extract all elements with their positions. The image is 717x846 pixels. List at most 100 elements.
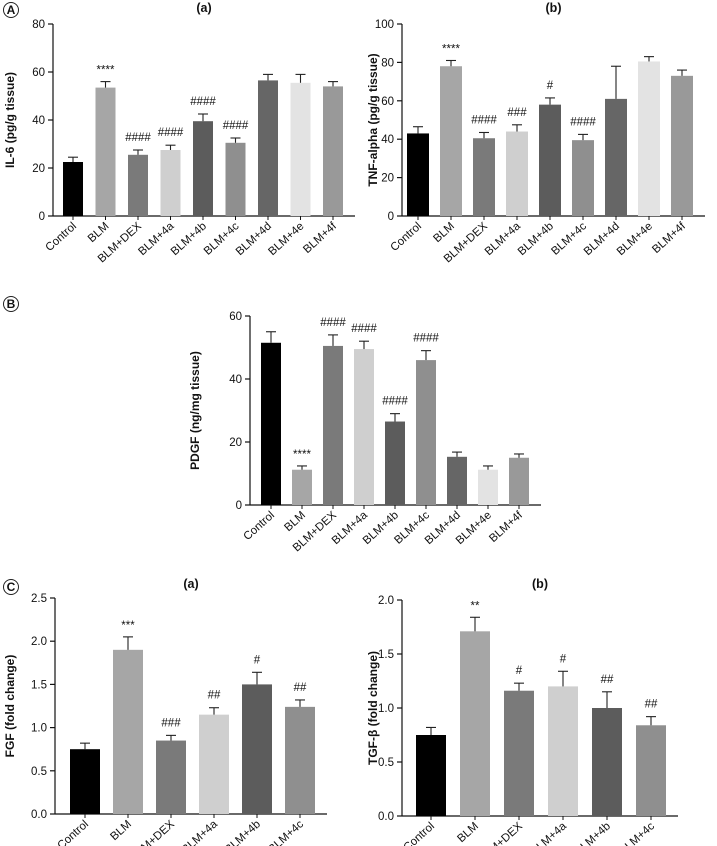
tnf-bar-blm-4a bbox=[506, 131, 528, 216]
pdgf-significance-label: #### bbox=[320, 317, 346, 329]
pdgf-category-label: BLM bbox=[282, 509, 308, 534]
tnf-y-tick-label: 20 bbox=[381, 173, 394, 185]
tgf-significance-label: # bbox=[516, 665, 523, 677]
tnf-category-label: BLM+4a bbox=[483, 220, 524, 258]
fgf-y-tick-label: 1.0 bbox=[31, 723, 47, 735]
pdgf-significance-label: #### bbox=[413, 333, 439, 345]
tgf-category-label: BLM+4c bbox=[617, 820, 657, 846]
fgf-category-label: BLM bbox=[108, 818, 134, 843]
fgf-y-tick-label: 1.5 bbox=[31, 679, 47, 691]
tgf-beta-chart: (b) TGF-β (fold change) 0.0 0.5 1.0 1.5 2.0 Con… bbox=[366, 577, 678, 846]
tgf-bar-blm-4a bbox=[548, 686, 578, 816]
pdgf-bar-blm-4e bbox=[478, 469, 498, 505]
tnf-bar-blm-dex bbox=[473, 138, 495, 216]
il6-significance-label: **** bbox=[97, 65, 115, 77]
tnf-bar-blm bbox=[440, 66, 462, 217]
fgf-chart: (a) FGF (fold change) 0.0 0.5 1.0 1.5 2.0 2.5 Co… bbox=[3, 577, 327, 846]
tnf-significance-label: #### bbox=[570, 116, 596, 128]
fgf-title: (a) bbox=[183, 577, 198, 591]
fgf-significance-label: ## bbox=[294, 682, 307, 694]
tgf-y-tick-label: 0.5 bbox=[378, 757, 394, 769]
fgf-significance-label: ## bbox=[208, 690, 221, 702]
il6-significance-label: #### bbox=[223, 120, 249, 132]
pdgf-bar-blm-4f bbox=[509, 457, 529, 505]
il6-bar-blm-4d bbox=[258, 80, 278, 217]
pdgf-y-tick-label: 20 bbox=[229, 437, 242, 449]
tnf-category-label: BLM+4b bbox=[516, 220, 556, 258]
tgf-bar-blm-4b bbox=[592, 708, 622, 816]
il6-category-label: BLM+4e bbox=[266, 220, 306, 258]
pdgf-bar-blm-4a bbox=[354, 349, 374, 505]
pdgf-significance-label: #### bbox=[382, 396, 408, 408]
pdgf-significance-label: #### bbox=[351, 323, 377, 335]
tnf-y-tick-label: 0 bbox=[388, 211, 394, 223]
tgf-bar-control bbox=[416, 735, 446, 816]
il6-bar-blm-4f bbox=[323, 86, 343, 217]
tgf-y-tick-label: 2.0 bbox=[378, 595, 394, 607]
tnf-y-tick-label: 80 bbox=[381, 57, 394, 69]
il6-bar-blm-4a bbox=[160, 150, 181, 216]
tgf-category-label: BLM+4b bbox=[573, 820, 613, 846]
fgf-y-axis-title: FGF (fold change) bbox=[3, 655, 17, 758]
fgf-bar-blm-4b bbox=[242, 684, 272, 814]
il6-y-tick-label: 0 bbox=[39, 211, 45, 223]
fgf-category-label: BLM+4c bbox=[266, 818, 306, 846]
pdgf-bar-blm-4b bbox=[385, 421, 405, 505]
il6-bar-blm-4c bbox=[225, 142, 246, 216]
il6-bar-blm-dex bbox=[128, 154, 148, 216]
tnf-category-label: BLM bbox=[431, 220, 457, 245]
tnf-bar-blm-4b bbox=[539, 104, 561, 216]
fgf-category-label: BLM+4b bbox=[223, 818, 263, 846]
il6-bar-blm bbox=[95, 87, 116, 216]
tnf-significance-label: **** bbox=[442, 43, 460, 55]
tnf-category-label: Control bbox=[388, 220, 424, 254]
pdgf-bar-blm bbox=[292, 469, 312, 505]
pdgf-bar-blm-dex bbox=[323, 345, 343, 505]
tgf-significance-label: # bbox=[560, 653, 567, 665]
tnf-y-axis-title: TNF-alpha (pg/g tissue) bbox=[366, 53, 380, 186]
fgf-category-label: BLM+4a bbox=[180, 818, 221, 846]
tgf-y-tick-label: 0.0 bbox=[378, 811, 394, 823]
il6-bar-control bbox=[63, 162, 83, 216]
tnf-y-tick-label: 40 bbox=[381, 134, 394, 146]
il6-y-tick-label: 20 bbox=[32, 163, 45, 175]
fgf-y-tick-label: 0.5 bbox=[31, 766, 47, 778]
pdgf-y-tick-label: 0 bbox=[236, 500, 242, 512]
fgf-category-label: BLM+DEX bbox=[129, 818, 177, 846]
pdgf-y-tick-label: 60 bbox=[229, 311, 242, 323]
tgf-significance-label: ** bbox=[471, 600, 480, 612]
fgf-bar-control bbox=[70, 749, 100, 814]
tgf-y-tick-label: 1.5 bbox=[378, 649, 394, 661]
panel-label-c: C bbox=[3, 579, 19, 595]
il6-y-tick-label: 80 bbox=[32, 19, 45, 31]
tnf-bar-blm-4c bbox=[572, 140, 594, 216]
fgf-y-tick-label: 0.0 bbox=[31, 809, 47, 821]
pdgf-y-axis-title: PDGF (ng/mg tissue) bbox=[188, 351, 202, 470]
tnf-bar-blm-4e bbox=[638, 61, 660, 216]
il6-significance-label: #### bbox=[190, 96, 216, 108]
tnf-significance-label: # bbox=[547, 80, 554, 92]
tnf-bar-blm-4f bbox=[671, 75, 693, 216]
il6-category-label: BLM+4b bbox=[169, 220, 209, 258]
fgf-bar-blm-dex bbox=[156, 740, 186, 814]
pdgf-bar-control bbox=[261, 342, 281, 505]
tnf-category-label: BLM+4e bbox=[615, 220, 655, 258]
fgf-category-label: Control bbox=[55, 818, 91, 846]
il6-chart: (a) IL-6 (pg/g tissue) 0 20 40 60 80 Control ***… bbox=[3, 1, 355, 265]
pdgf-bar-blm-4c bbox=[416, 360, 436, 505]
il6-y-axis-title: IL-6 (pg/g tissue) bbox=[3, 72, 17, 168]
tgf-category-label: BLM+4a bbox=[529, 820, 570, 846]
tnf-alpha-chart: (b) TNF-alpha (pg/g tissue) 0 20 40 60 80 100 Co… bbox=[366, 1, 705, 265]
pdgf-category-label: BLM+4f bbox=[487, 509, 525, 545]
tnf-y-tick-label: 100 bbox=[375, 19, 394, 31]
tgf-bar-blm-dex bbox=[504, 690, 534, 816]
fgf-significance-label: *** bbox=[121, 620, 135, 632]
fgf-y-tick-label: 2.5 bbox=[31, 593, 47, 605]
tnf-title: (b) bbox=[546, 1, 562, 15]
tnf-significance-label: ### bbox=[507, 107, 527, 119]
fgf-significance-label: ### bbox=[161, 717, 181, 729]
il6-category-label: Control bbox=[43, 220, 79, 254]
il6-category-label: BLM bbox=[86, 220, 112, 245]
tnf-category-label: BLM+4f bbox=[650, 220, 688, 256]
pdgf-bar-blm-4d bbox=[447, 456, 467, 505]
